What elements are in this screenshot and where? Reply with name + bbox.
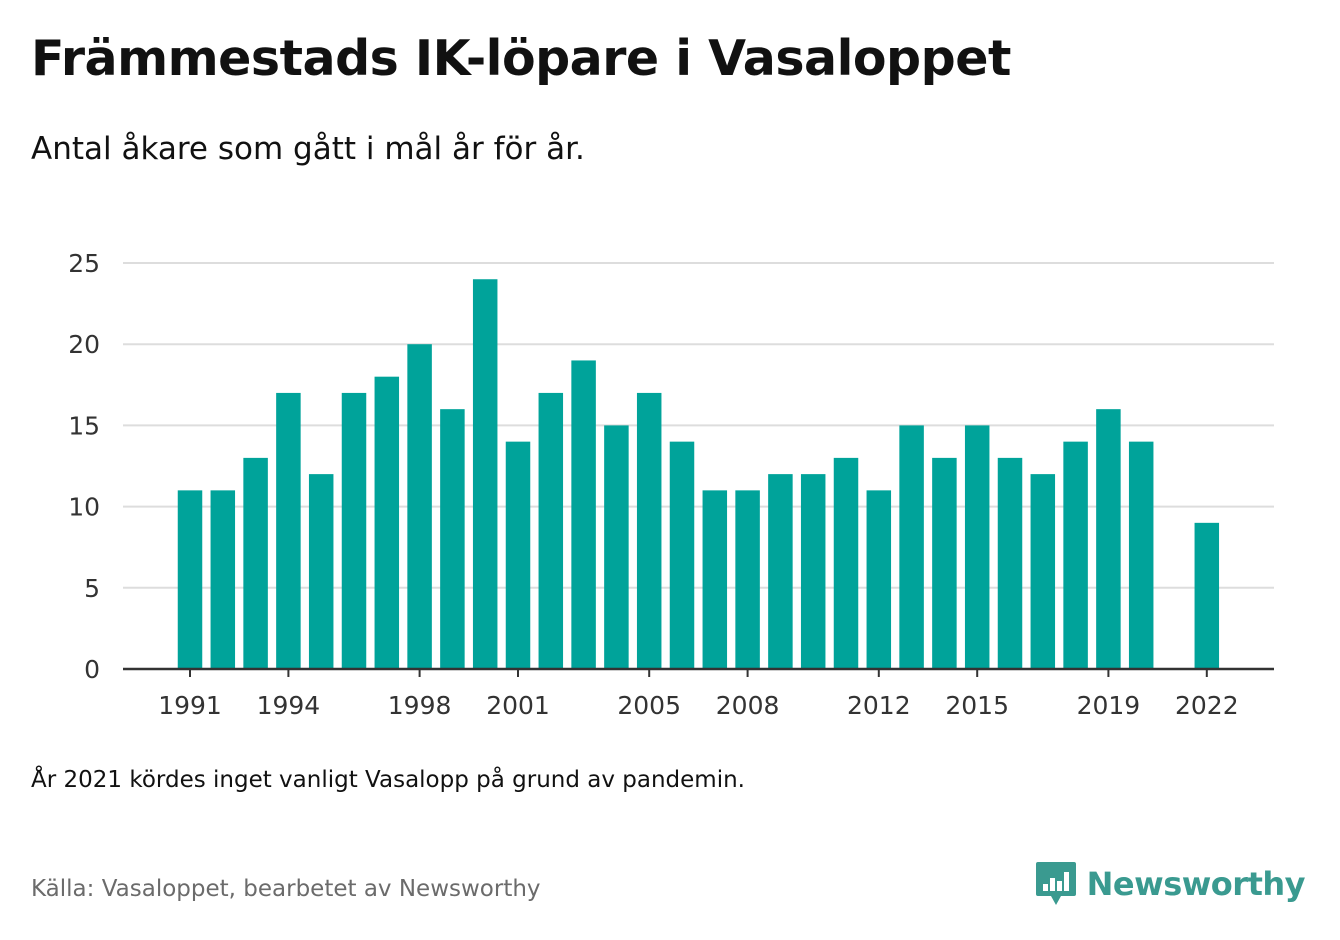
- y-tick-label: 10: [68, 493, 100, 522]
- x-tick-label: 2008: [716, 691, 780, 720]
- bar-2009: [768, 474, 793, 669]
- bar-2010: [800, 474, 826, 669]
- bar-2011: [833, 457, 859, 669]
- x-tick-label: 2001: [486, 691, 550, 720]
- bar-2000: [472, 279, 498, 669]
- newsworthy-logo-icon: [1035, 862, 1076, 905]
- bar-1994: [276, 392, 301, 669]
- bar-1996: [341, 392, 367, 669]
- bar-1997: [374, 376, 400, 669]
- bar-2012: [866, 490, 892, 669]
- x-tick-label: 2012: [847, 691, 911, 720]
- y-tick-label: 0: [84, 655, 100, 684]
- bar-1999: [440, 409, 465, 669]
- bar-2001: [505, 441, 531, 669]
- bar-2003: [571, 360, 596, 669]
- bar-1995: [308, 474, 334, 669]
- bar-2016: [997, 457, 1023, 669]
- axes: 0 5 10 15 20 25 1991 1994 1998 2001 2005 2008 2012 20…: [68, 249, 1274, 720]
- bar-2017: [1030, 474, 1056, 669]
- bar-2002: [538, 392, 564, 669]
- bar-2018: [1063, 441, 1088, 669]
- y-tick-label: 5: [84, 574, 100, 603]
- x-tick-label: 1998: [388, 691, 452, 720]
- bar-chart: 0 5 10 15 20 25 1991 1994 1998 2001 2005 2008 2012 20…: [68, 249, 1274, 720]
- bar-2013: [899, 425, 924, 669]
- chart-title: Främmestads IK-löpare i Vasaloppet: [31, 30, 1011, 87]
- y-tick-label: 15: [68, 411, 100, 440]
- bar-2008: [735, 490, 760, 669]
- bar-2005: [636, 392, 662, 669]
- bar-1992: [210, 490, 236, 669]
- chart-subtitle: Antal åkare som gått i mål år för år.: [31, 131, 585, 167]
- y-tick-label: 20: [68, 330, 100, 359]
- bar-2020: [1128, 441, 1154, 669]
- bars: [177, 279, 1220, 669]
- bar-1991: [177, 490, 203, 669]
- bar-2007: [702, 490, 728, 669]
- bar-2006: [669, 441, 695, 669]
- source-credit: Källa: Vasaloppet, bearbetet av Newswort…: [31, 876, 541, 902]
- x-tick-label: 2015: [945, 691, 1009, 720]
- brand-name: Newsworthy: [1086, 865, 1306, 903]
- x-tick-label: 2005: [617, 691, 681, 720]
- x-tick-label: 2019: [1077, 691, 1141, 720]
- x-tick-label: 1991: [158, 691, 222, 720]
- x-tick-label: 1994: [257, 691, 321, 720]
- y-tick-label: 25: [68, 249, 100, 278]
- bar-2019: [1096, 409, 1121, 669]
- bar-2004: [604, 425, 629, 669]
- bar-2014: [932, 457, 957, 669]
- bar-2022: [1194, 522, 1220, 669]
- bar-2015: [964, 425, 990, 669]
- brand-logo: Newsworthy: [1035, 860, 1306, 908]
- bar-1998: [407, 344, 432, 669]
- bar-1993: [243, 457, 268, 669]
- x-tick-label: 2022: [1175, 691, 1239, 720]
- chart-note: År 2021 kördes inget vanligt Vasalopp på…: [31, 767, 745, 793]
